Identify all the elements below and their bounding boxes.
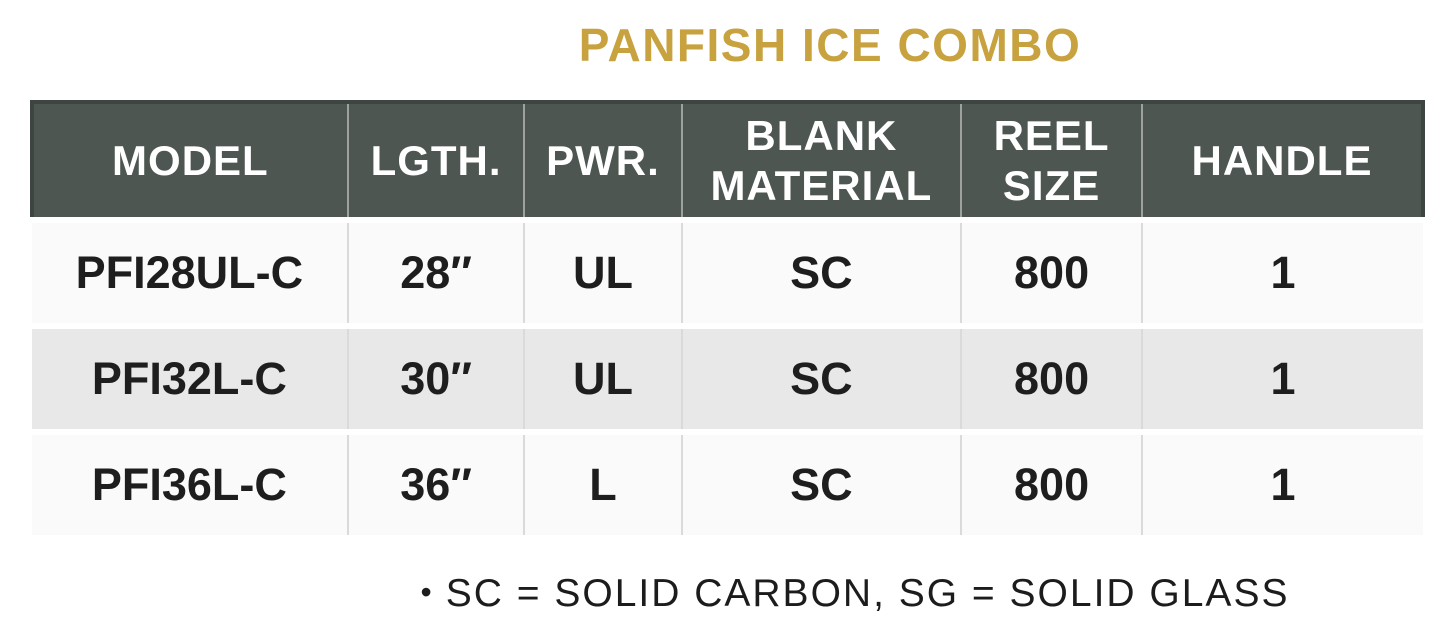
cell-blank-material: SC (680, 432, 962, 535)
column-header-power: PWR. (523, 100, 682, 223)
cell-power: UL (523, 220, 682, 329)
header-row: MODEL LGTH. PWR. BLANK MATERIAL REEL SIZ… (30, 100, 1426, 223)
cell-length: 28″ (346, 220, 525, 329)
cell-model: PFI32L-C (32, 326, 348, 435)
column-header-reel-size: REEL SIZE (960, 100, 1142, 223)
cell-blank-material: SC (680, 326, 962, 435)
cell-handle: 1 (1140, 432, 1423, 535)
cell-length: 30″ (346, 326, 525, 435)
cell-model: PFI28UL-C (32, 220, 348, 329)
footnote-text: SC = SOLID CARBON, SG = SOLID GLASS (445, 572, 1290, 615)
cell-blank-material: SC (680, 220, 962, 329)
cell-reel-size: 800 (960, 326, 1142, 435)
cell-length: 36″ (346, 432, 525, 535)
page-title: PANFISH ICE COMBO (578, 19, 1082, 71)
cell-handle: 1 (1140, 326, 1423, 435)
cell-reel-size: 800 (960, 432, 1142, 535)
column-header-length: LGTH. (346, 100, 525, 223)
cell-power: UL (523, 326, 682, 435)
cell-power: L (523, 432, 682, 535)
footnote-bullet: • (420, 574, 432, 610)
spec-table: MODEL LGTH. PWR. BLANK MATERIAL REEL SIZ… (30, 100, 1426, 535)
column-header-model: MODEL (30, 100, 348, 223)
table-row: PFI36L-C 36″ L SC 800 1 (32, 432, 1423, 535)
cell-reel-size: 800 (960, 220, 1142, 329)
footnote: • SC = SOLID CARBON, SG = SOLID GLASS (265, 572, 1445, 616)
table-row: PFI28UL-C 28″ UL SC 800 1 (32, 220, 1423, 329)
table-row: PFI32L-C 30″ UL SC 800 1 (32, 326, 1423, 435)
cell-model: PFI36L-C (32, 432, 348, 535)
column-header-handle: HANDLE (1140, 100, 1426, 223)
cell-handle: 1 (1140, 220, 1423, 329)
column-header-blank-material: BLANK MATERIAL (680, 100, 962, 223)
